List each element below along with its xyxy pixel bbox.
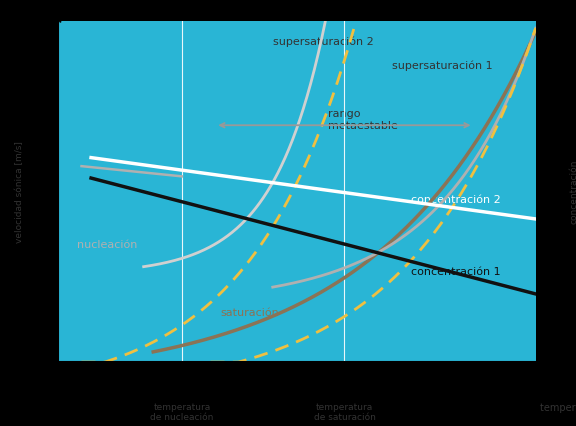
Text: supersaturación 2: supersaturación 2	[273, 37, 373, 47]
Text: velocidad sónica [m/s]: velocidad sónica [m/s]	[15, 141, 24, 243]
Text: temperatura [°C]: temperatura [°C]	[540, 403, 576, 413]
Text: temperatura
de saturación: temperatura de saturación	[313, 403, 376, 423]
Text: nucleación: nucleación	[77, 239, 137, 250]
Text: concentración 2: concentración 2	[411, 195, 501, 205]
Text: temperatura
de nucleación: temperatura de nucleación	[150, 403, 214, 423]
Text: supersaturación 1: supersaturación 1	[392, 60, 493, 71]
Text: saturación: saturación	[220, 308, 279, 318]
Text: concentración 1: concentración 1	[411, 267, 501, 277]
Text: concentración: concentración	[570, 159, 576, 224]
Text: rango
metaestable: rango metaestable	[328, 109, 397, 131]
